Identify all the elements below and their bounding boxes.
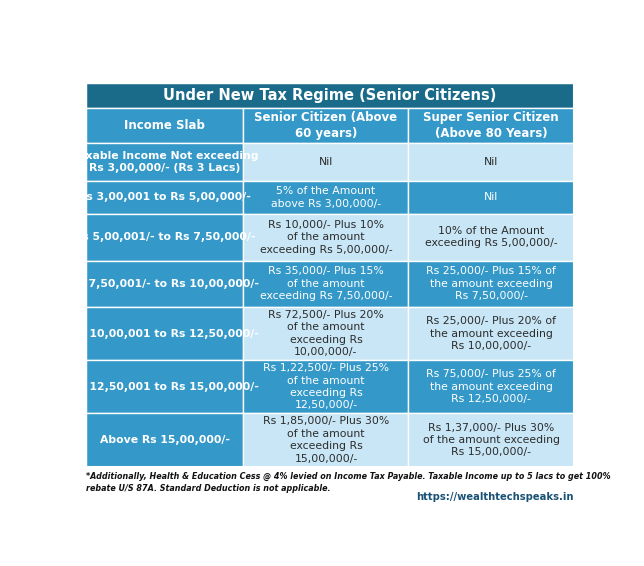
Bar — [408, 108, 574, 143]
Bar — [243, 181, 408, 214]
Bar — [86, 214, 243, 260]
Text: Nil: Nil — [319, 157, 333, 167]
Bar — [408, 143, 574, 181]
Bar — [86, 181, 243, 214]
Bar — [243, 143, 408, 181]
Text: Rs 25,000/- Plus 20% of
the amount exceeding
Rs 10,00,000/-: Rs 25,000/- Plus 20% of the amount excee… — [426, 316, 556, 351]
Text: Nil: Nil — [484, 192, 498, 202]
Text: Rs 10,00,001 to Rs 12,50,000/-: Rs 10,00,001 to Rs 12,50,000/- — [71, 329, 259, 338]
Text: Rs 75,000/- Plus 25% of
the amount exceeding
Rs 12,50,000/-: Rs 75,000/- Plus 25% of the amount excee… — [426, 370, 556, 404]
Bar — [86, 108, 243, 143]
Text: Rs 1,37,000/- Plus 30%
of the amount exceeding
Rs 15,00,000/-: Rs 1,37,000/- Plus 30% of the amount exc… — [422, 423, 560, 457]
Text: Taxable Income Not exceeding
Rs 3,00,000/- (Rs 3 Lacs): Taxable Income Not exceeding Rs 3,00,000… — [71, 151, 258, 173]
Bar — [243, 108, 408, 143]
Bar — [408, 307, 574, 361]
Text: Rs 1,22,500/- Plus 25%
of the amount
exceeding Rs
12,50,000/-: Rs 1,22,500/- Plus 25% of the amount exc… — [263, 363, 389, 410]
Text: Rs 25,000/- Plus 15% of
the amount exceeding
Rs 7,50,000/-: Rs 25,000/- Plus 15% of the amount excee… — [426, 267, 556, 301]
Bar — [86, 307, 243, 361]
Bar — [86, 83, 574, 108]
Text: Under New Tax Regime (Senior Citizens): Under New Tax Regime (Senior Citizens) — [164, 88, 497, 103]
Bar — [243, 307, 408, 361]
Bar — [86, 361, 243, 414]
Bar — [408, 260, 574, 307]
Bar — [408, 361, 574, 414]
Bar — [86, 260, 243, 307]
Text: Nil: Nil — [484, 157, 498, 167]
Text: https://wealthtechspeaks.in: https://wealthtechspeaks.in — [416, 491, 574, 501]
Bar — [86, 414, 243, 467]
Text: Rs 35,000/- Plus 15%
of the amount
exceeding Rs 7,50,000/-: Rs 35,000/- Plus 15% of the amount excee… — [260, 267, 392, 301]
Text: Rs 7,50,001/- to Rs 10,00,000/-: Rs 7,50,001/- to Rs 10,00,000/- — [70, 279, 260, 289]
Text: Super Senior Citizen
(Above 80 Years): Super Senior Citizen (Above 80 Years) — [423, 111, 559, 140]
Bar — [243, 414, 408, 467]
Text: Rs 12,50,001 to Rs 15,00,000/-: Rs 12,50,001 to Rs 15,00,000/- — [71, 382, 259, 392]
Bar — [408, 181, 574, 214]
Text: Rs 72,500/- Plus 20%
of the amount
exceeding Rs
10,00,000/-: Rs 72,500/- Plus 20% of the amount excee… — [268, 310, 384, 357]
Text: 10% of the Amount
exceeding Rs 5,00,000/-: 10% of the Amount exceeding Rs 5,00,000/… — [425, 226, 557, 248]
Bar — [86, 143, 243, 181]
Text: Rs 1,85,000/- Plus 30%
of the amount
exceeding Rs
15,00,000/-: Rs 1,85,000/- Plus 30% of the amount exc… — [263, 417, 389, 464]
Text: Income Slab: Income Slab — [124, 119, 205, 132]
Text: Rs 5,00,001/- to Rs 7,50,000/-: Rs 5,00,001/- to Rs 7,50,000/- — [74, 232, 256, 242]
Bar — [243, 214, 408, 260]
Text: Rs 3,00,001 to Rs 5,00,000/-: Rs 3,00,001 to Rs 5,00,000/- — [79, 192, 251, 202]
Text: Rs 10,000/- Plus 10%
of the amount
exceeding Rs 5,00,000/-: Rs 10,000/- Plus 10% of the amount excee… — [260, 220, 392, 255]
Text: Above Rs 15,00,000/-: Above Rs 15,00,000/- — [100, 435, 230, 445]
Bar — [408, 414, 574, 467]
Bar — [243, 361, 408, 414]
Bar — [243, 260, 408, 307]
Bar — [408, 214, 574, 260]
Text: *Additionally, Health & Education Cess @ 4% levied on Income Tax Payable. Taxabl: *Additionally, Health & Education Cess @… — [86, 472, 611, 493]
Text: 5% of the Amount
above Rs 3,00,000/-: 5% of the Amount above Rs 3,00,000/- — [271, 186, 381, 208]
Text: Senior Citizen (Above
60 years): Senior Citizen (Above 60 years) — [254, 111, 397, 140]
Bar — [86, 83, 574, 467]
